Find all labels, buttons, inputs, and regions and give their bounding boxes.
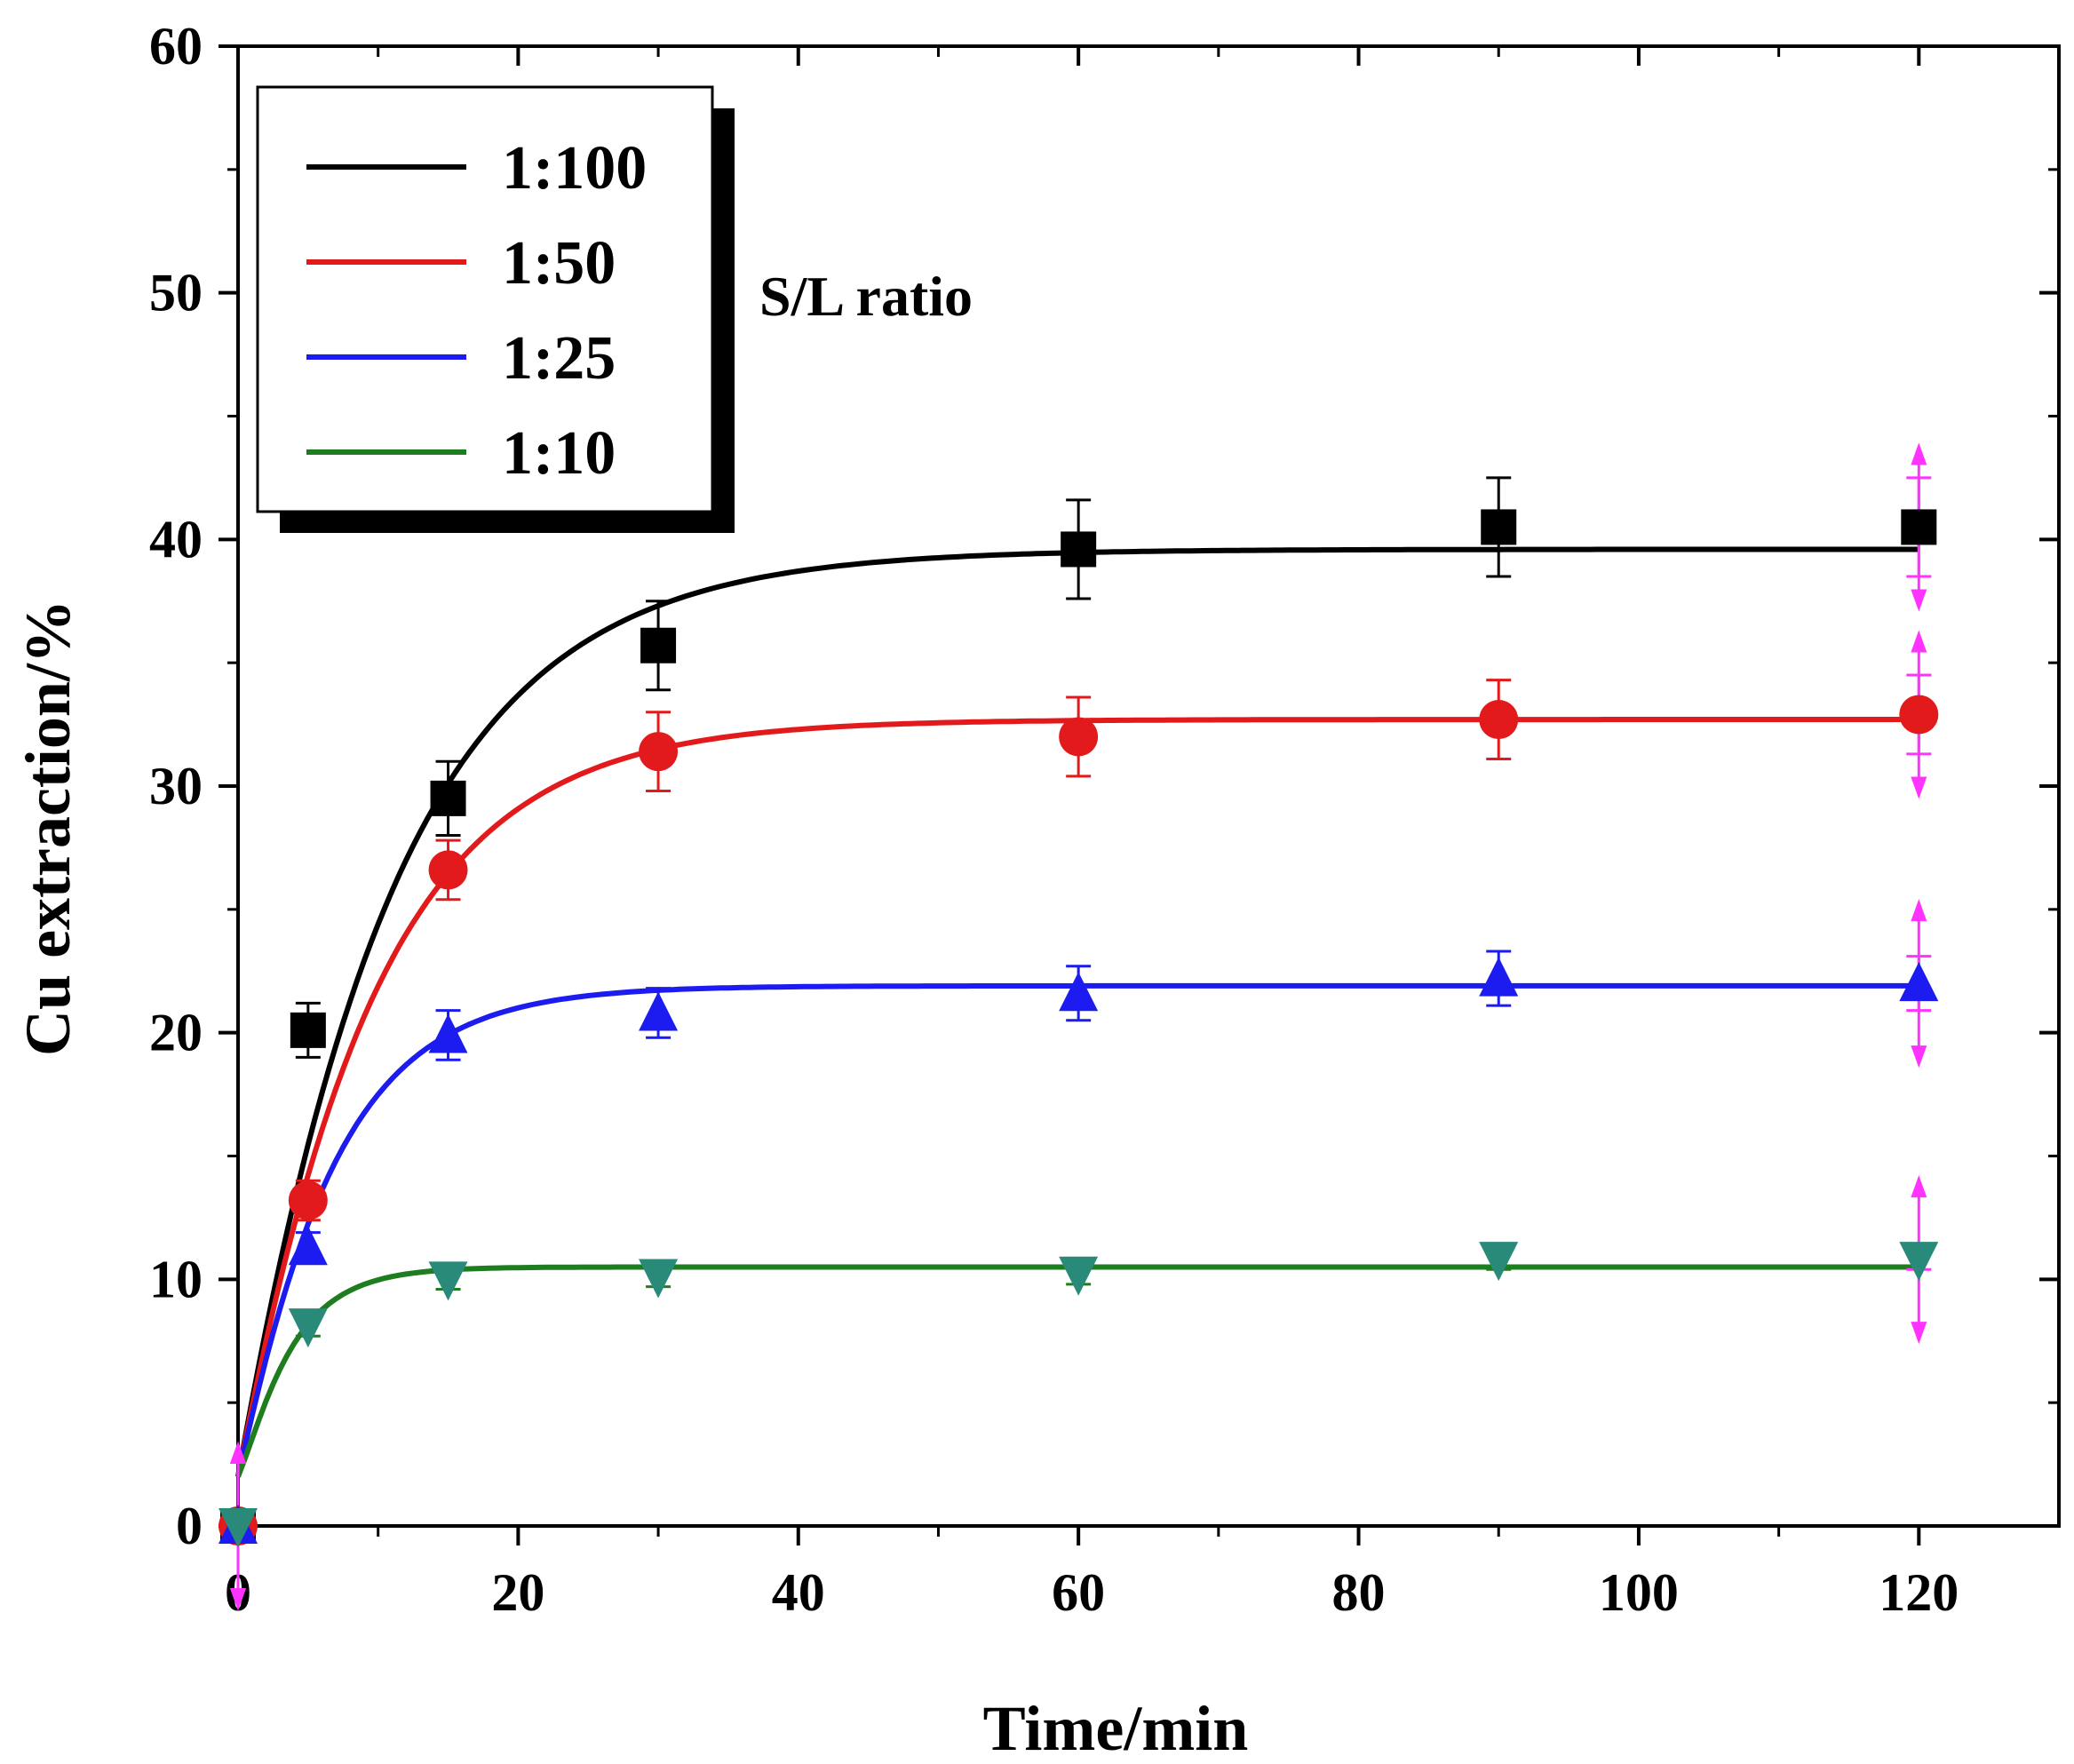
x-tick-label: 120 bbox=[1879, 1563, 1959, 1622]
y-tick-label: 60 bbox=[149, 17, 203, 75]
y-tick-label: 0 bbox=[176, 1497, 203, 1555]
y-tick-label: 50 bbox=[149, 264, 203, 322]
data-point-1-50 bbox=[1479, 700, 1519, 740]
data-point-1-100 bbox=[290, 1012, 326, 1048]
data-point-1-25 bbox=[1899, 962, 1939, 1002]
data-point-1-10 bbox=[428, 1261, 468, 1301]
data-point-1-25 bbox=[428, 1013, 468, 1053]
x-tick-label: 40 bbox=[772, 1563, 825, 1622]
data-point-1-10 bbox=[288, 1308, 328, 1348]
legend-box bbox=[256, 85, 714, 513]
legend: 1:100 1:50 1:25 1:10 bbox=[256, 85, 735, 533]
x-tick-label: 100 bbox=[1599, 1563, 1679, 1622]
x-tick-label: 80 bbox=[1332, 1563, 1386, 1622]
data-point-1-25 bbox=[639, 991, 679, 1031]
data-point-1-25 bbox=[1479, 957, 1519, 997]
data-point-1-25 bbox=[288, 1226, 328, 1266]
data-point-1-25 bbox=[1059, 972, 1099, 1012]
legend-label-1-50: 1:50 bbox=[502, 229, 616, 298]
y-tick-label: 40 bbox=[149, 510, 203, 568]
data-point-1-100 bbox=[430, 780, 466, 816]
y-axis-title: Cu extraction/% bbox=[12, 600, 83, 1056]
data-point-1-50 bbox=[1899, 695, 1939, 735]
data-point-1-50 bbox=[288, 1180, 328, 1220]
data-point-1-50 bbox=[639, 732, 679, 772]
y-tick-label: 30 bbox=[149, 757, 203, 815]
data-point-1-10 bbox=[639, 1259, 679, 1299]
data-point-1-50 bbox=[1059, 717, 1099, 757]
data-point-1-100 bbox=[1901, 509, 1937, 545]
ticks-layer: 0204060801001200102030405060 bbox=[149, 17, 2059, 1622]
data-point-1-10 bbox=[1899, 1242, 1939, 1282]
data-point-1-10 bbox=[1479, 1242, 1519, 1282]
data-point-1-10 bbox=[1059, 1256, 1099, 1296]
data-point-1-100 bbox=[640, 627, 677, 663]
x-axis-title: Time/min bbox=[983, 1693, 1249, 1764]
legend-entries: 1:100 1:50 1:25 1:10 bbox=[306, 134, 647, 488]
sl-ratio-annotation: S/L ratio bbox=[759, 265, 973, 328]
data-point-1-50 bbox=[428, 850, 468, 890]
x-tick-label: 60 bbox=[1052, 1563, 1105, 1622]
y-tick-label: 20 bbox=[149, 1004, 203, 1062]
data-point-1-100 bbox=[1481, 509, 1517, 545]
data-point-1-10 bbox=[219, 1508, 258, 1547]
data-markers bbox=[219, 509, 1939, 1547]
legend-label-1-25: 1:25 bbox=[502, 324, 616, 393]
x-tick-label: 20 bbox=[491, 1563, 544, 1622]
legend-label-1-100: 1:100 bbox=[502, 134, 647, 203]
legend-label-1-10: 1:10 bbox=[502, 419, 616, 488]
data-point-1-100 bbox=[1061, 531, 1097, 568]
y-tick-label: 10 bbox=[149, 1250, 203, 1308]
